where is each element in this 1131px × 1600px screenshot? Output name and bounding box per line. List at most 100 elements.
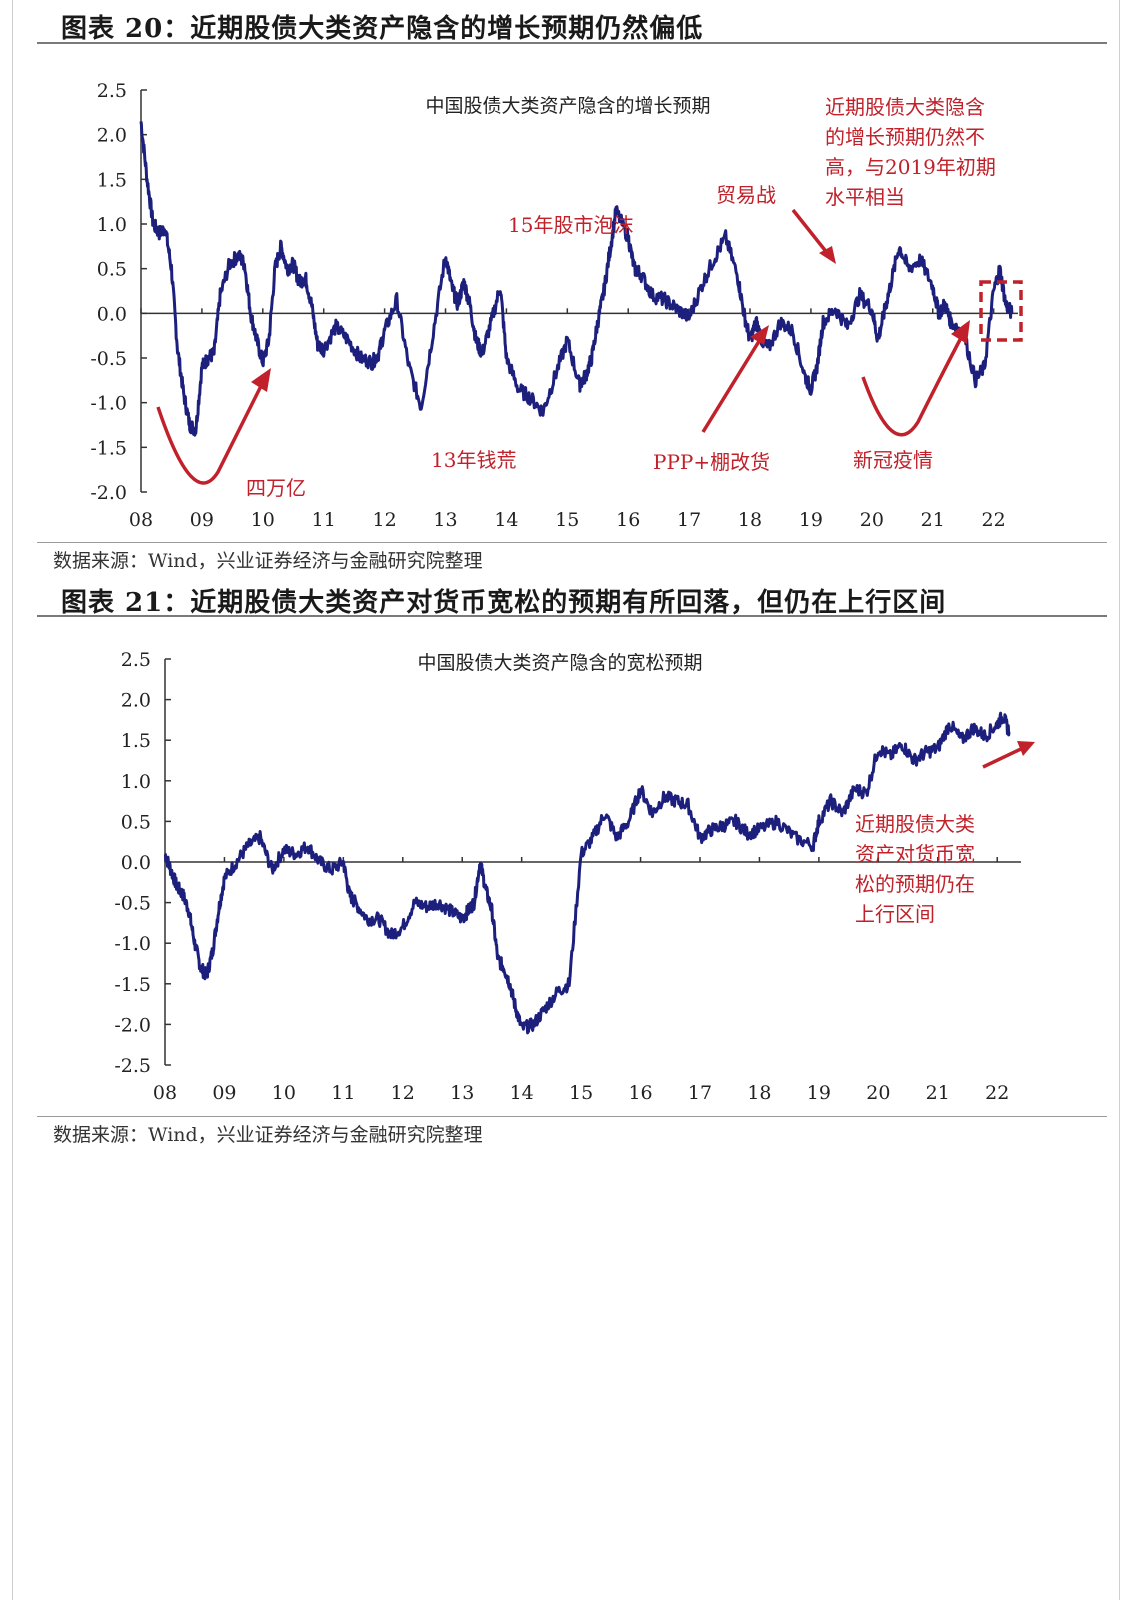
annotations: 15年股市泡沫 贸易战 四万亿 13年钱荒 PPP+棚改货 新冠疫情 近期股债大…	[246, 95, 996, 500]
annotation-recent-growth-line3: 高，与2019年初期	[825, 155, 996, 179]
y-tick-label: -1.5	[90, 437, 127, 459]
annotation-arrows	[156, 208, 1023, 485]
arrow-covid-head	[951, 320, 970, 344]
x-tick-label: 13	[450, 1082, 474, 1104]
figure-20-bottom-rule	[37, 542, 1107, 543]
y-tick-label: 0.5	[121, 811, 151, 833]
y-tick-label: 0.5	[97, 259, 127, 281]
figure-21-source: 数据来源：Wind，兴业证券经济与金融研究院整理	[53, 1124, 483, 1146]
x-tick-label: 08	[153, 1082, 177, 1104]
y-tick-label: -1.5	[114, 974, 151, 996]
chart-title: 中国股债大类资产隐含的宽松预期	[417, 652, 702, 674]
x-tick-label: 11	[331, 1082, 355, 1104]
arrow-covid	[861, 333, 965, 437]
x-tick-label: 10	[272, 1082, 296, 1104]
x-tick-label: 10	[251, 509, 275, 531]
x-tick-label: 18	[747, 1082, 771, 1104]
y-tick-label: -2.0	[90, 482, 127, 504]
chart-title: 中国股债大类资产隐含的增长预期	[425, 95, 710, 117]
y-tick-labels: 2.5 2.0 1.5 1.0 0.5 0.0 -0.5 -1.0 -1.5 -2.0 -2.5	[114, 649, 171, 1077]
annotation-easing-line1: 近期股债大类	[855, 812, 975, 836]
y-tick-label: 1.0	[121, 771, 151, 793]
x-tick-label: 09	[190, 509, 214, 531]
figure-21-bottom-rule	[37, 1116, 1107, 1117]
x-tick-label: 14	[510, 1082, 534, 1104]
figure-21-heading: 图表 21：近期股债大类资产对货币宽松的预期有所回落，但仍在上行区间	[61, 588, 947, 618]
x-tick-label: 11	[312, 509, 336, 531]
y-tick-labels: 2.5 2.0 1.5 1.0 0.5 0.0 -0.5 -1.0 -1.5 -2.0	[90, 80, 147, 504]
x-tick-label: 17	[688, 1082, 712, 1104]
zero-line-ticks	[140, 308, 995, 314]
x-tick-label: 16	[616, 509, 640, 531]
y-tick-label: -2.0	[114, 1014, 151, 1036]
x-tick-label: 15	[555, 509, 579, 531]
x-tick-label: 21	[926, 1082, 950, 1104]
x-tick-label: 20	[866, 1082, 890, 1104]
arrow-trade-war-head	[819, 246, 836, 264]
annotation-recent-growth-line4: 水平相当	[825, 185, 905, 209]
x-tick-label: 20	[860, 509, 884, 531]
annotation-2015-bubble: 15年股市泡沫	[508, 213, 633, 237]
series-line	[139, 121, 1014, 437]
annotation-easing-line2: 资产对货币宽	[855, 842, 975, 866]
document-page: 图表 20：近期股债大类资产隐含的增长预期仍然偏低 2.5 2.0 1.5 1.0 0.…	[12, 0, 1120, 1600]
annotations: 近期股债大类 资产对货币宽 松的预期仍在 上行区间	[855, 812, 975, 926]
y-tick-label: 1.5	[97, 169, 127, 191]
x-tick-label: 18	[738, 509, 762, 531]
annotation-arrows	[982, 741, 1035, 769]
y-tick-label: -0.5	[114, 893, 151, 915]
recent-period-box	[979, 280, 1023, 342]
x-tick-label: 13	[433, 509, 457, 531]
annotation-covid: 新冠疫情	[853, 448, 933, 472]
annotation-ppp: PPP+棚改货	[653, 450, 770, 474]
arrow-easing-head	[1017, 741, 1035, 756]
figure-20-heading: 图表 20：近期股债大类资产隐含的增长预期仍然偏低	[61, 14, 704, 44]
x-tick-label: 21	[921, 509, 945, 531]
annotation-2013-money-shortage: 13年钱荒	[431, 448, 516, 472]
y-tick-label: -1.0	[114, 933, 151, 955]
y-tick-label: 2.0	[121, 690, 151, 712]
y-tick-label: 2.0	[97, 125, 127, 147]
x-tick-label: 15	[569, 1082, 593, 1104]
arrow-stimulus-head	[251, 368, 271, 392]
y-tick-label: -0.5	[90, 348, 127, 370]
x-tick-label: 22	[982, 509, 1006, 531]
x-tick-label: 08	[129, 509, 153, 531]
figure-21-top-rule	[37, 615, 1107, 617]
arrow-easing	[982, 746, 1024, 769]
annotation-recent-growth-line2: 的增长预期仍然不	[825, 125, 985, 149]
annotation-easing-line3: 松的预期仍在	[855, 872, 975, 896]
y-tick-label: 1.0	[97, 214, 127, 236]
arrow-stimulus	[156, 381, 265, 485]
growth-expectation-chart: 2.5 2.0 1.5 1.0 0.5 0.0 -0.5 -1.0 -1.5 -2.0 08 09 1…	[90, 80, 1023, 531]
y-tick-label: -1.0	[90, 393, 127, 415]
y-tick-label: 0.0	[121, 852, 151, 874]
figure-20-top-rule	[37, 42, 1107, 44]
arrow-ppp	[701, 337, 763, 433]
x-tick-label: 19	[807, 1082, 831, 1104]
arrow-ppp-head	[750, 325, 769, 345]
annotation-easing-line4: 上行区间	[855, 902, 935, 926]
x-tick-label: 14	[494, 509, 518, 531]
x-tick-label: 19	[799, 509, 823, 531]
figure-20-source: 数据来源：Wind，兴业证券经济与金融研究院整理	[53, 550, 483, 572]
x-tick-label: 16	[628, 1082, 652, 1104]
annotation-four-trillion: 四万亿	[246, 476, 306, 500]
y-tick-label: 1.5	[121, 730, 151, 752]
annotation-recent-growth-line1: 近期股债大类隐含	[825, 95, 985, 119]
x-tick-labels: 08 09 10 11 12 13 14 15 16 17 18 19 20 21 22	[153, 1082, 1009, 1104]
x-tick-label: 09	[212, 1082, 236, 1104]
y-tick-label: 0.0	[97, 303, 127, 325]
annotation-trade-war: 贸易战	[716, 183, 776, 207]
x-tick-label: 22	[985, 1082, 1009, 1104]
x-tick-labels: 08 09 10 11 12 13 14 15 16 17 18 19 20 21 22	[129, 509, 1006, 531]
x-tick-label: 12	[391, 1082, 415, 1104]
easing-expectation-chart: 2.5 2.0 1.5 1.0 0.5 0.0 -0.5 -1.0 -1.5 -2.0 -2.5 0…	[114, 649, 1035, 1104]
x-tick-label: 12	[373, 509, 397, 531]
y-tick-label: 2.5	[121, 649, 151, 671]
y-tick-label: -2.5	[114, 1055, 151, 1077]
arrow-trade-war	[791, 208, 830, 256]
y-tick-label: 2.5	[97, 80, 127, 102]
x-tick-label: 17	[677, 509, 701, 531]
series-line	[163, 711, 1011, 1035]
